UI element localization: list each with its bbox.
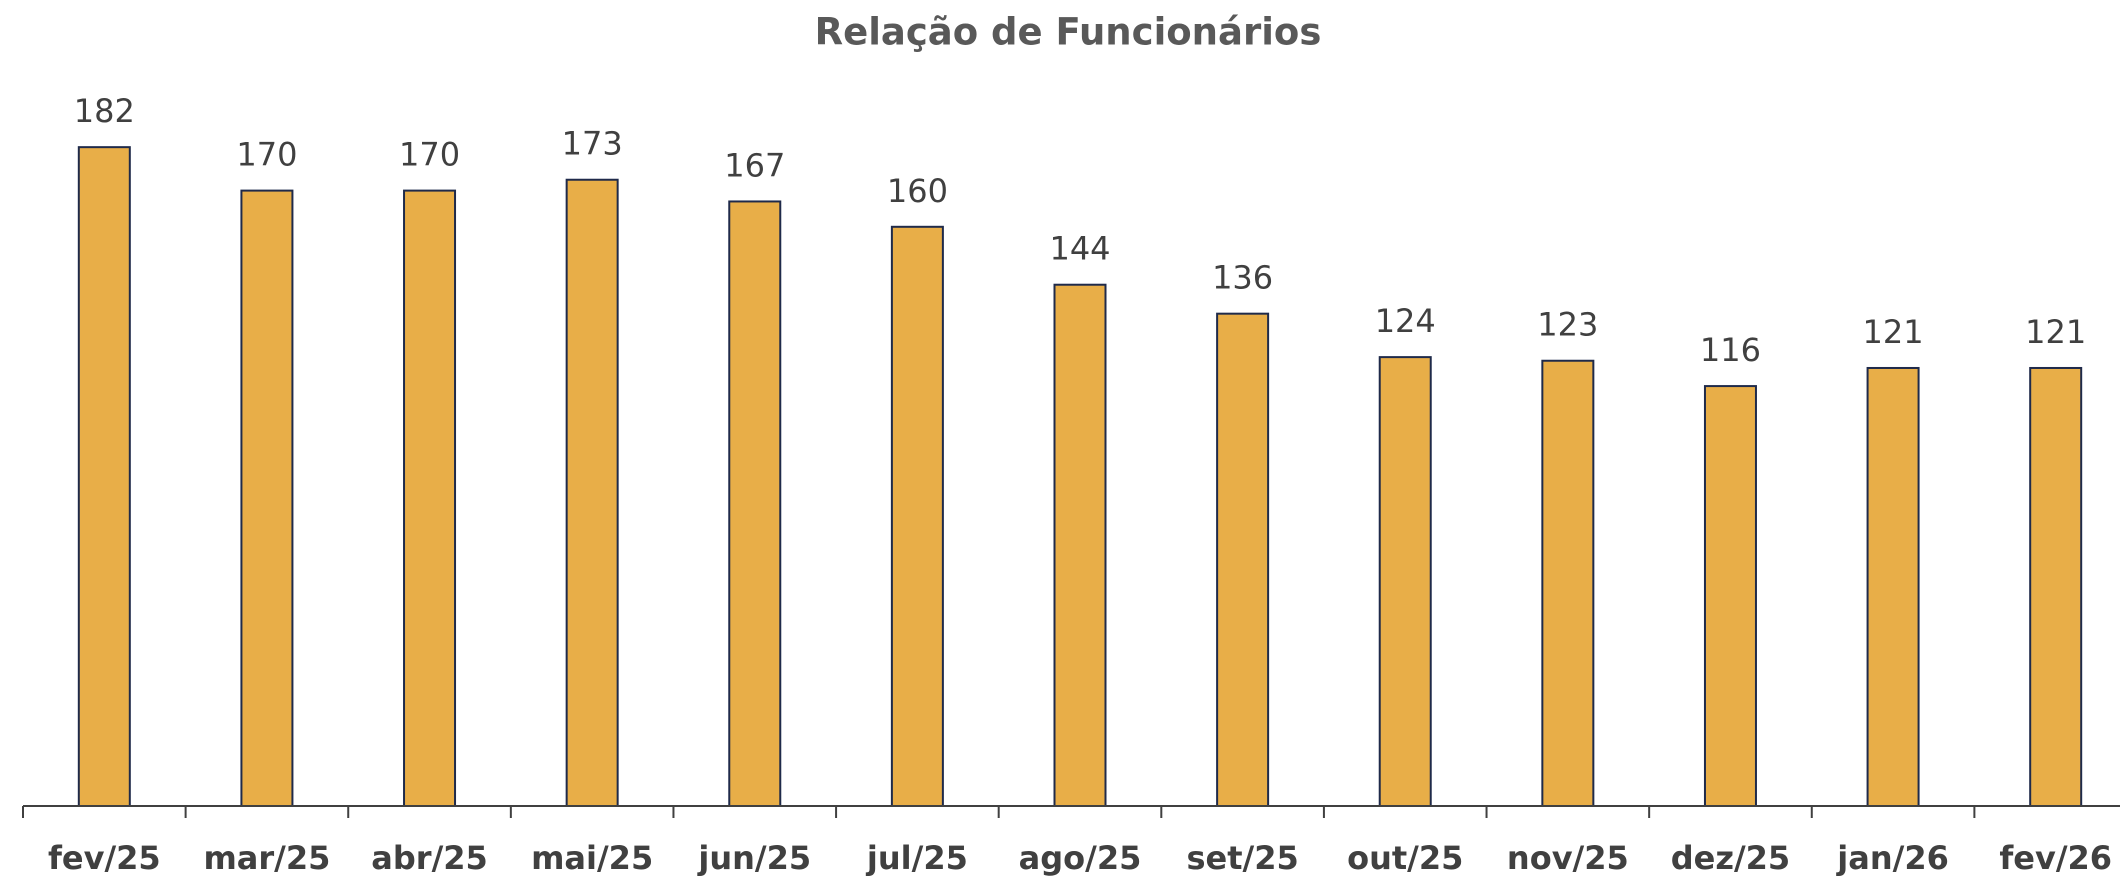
x-tick-label: mar/25 [203,839,330,877]
bar [1703,385,1757,807]
value-label: 123 [1537,306,1598,344]
x-tick-label: nov/25 [1507,839,1629,877]
x-tick-label: jan/26 [1835,839,1949,877]
value-label: 170 [399,136,460,174]
value-label: 173 [562,125,623,163]
bar [890,225,944,808]
bar [77,146,131,808]
value-label: 116 [1700,331,1761,369]
x-tick-label: jun/25 [696,839,811,877]
value-label: 182 [74,92,135,130]
bar [1866,366,1920,807]
x-tick-label: fev/25 [48,839,161,877]
bar [403,189,457,808]
bar [1378,356,1432,807]
value-label: 121 [1863,313,1924,351]
x-tick-label: ago/25 [1019,839,1142,877]
bar [728,200,782,807]
x-tick-label: out/25 [1347,839,1463,877]
value-label: 124 [1375,302,1436,340]
bar [565,178,619,808]
bar [1541,359,1595,807]
x-tick-label: fev/26 [1999,839,2112,877]
value-label: 121 [2025,313,2086,351]
value-label: 167 [724,146,785,184]
bar [240,189,294,808]
x-tick-label: set/25 [1186,839,1298,877]
bar [1216,312,1270,807]
x-tick-label: dez/25 [1671,839,1790,877]
value-label: 160 [887,172,948,210]
value-label: 144 [1049,230,1110,268]
bar [1053,283,1107,808]
x-tick-label: abr/25 [371,839,488,877]
x-tick-label: jul/25 [865,839,968,877]
chart-title: Relação de Funcionários [815,11,1322,54]
value-label: 170 [236,136,297,174]
x-tick-label: mai/25 [531,839,653,877]
bar [2029,366,2083,807]
value-label: 136 [1212,259,1273,297]
